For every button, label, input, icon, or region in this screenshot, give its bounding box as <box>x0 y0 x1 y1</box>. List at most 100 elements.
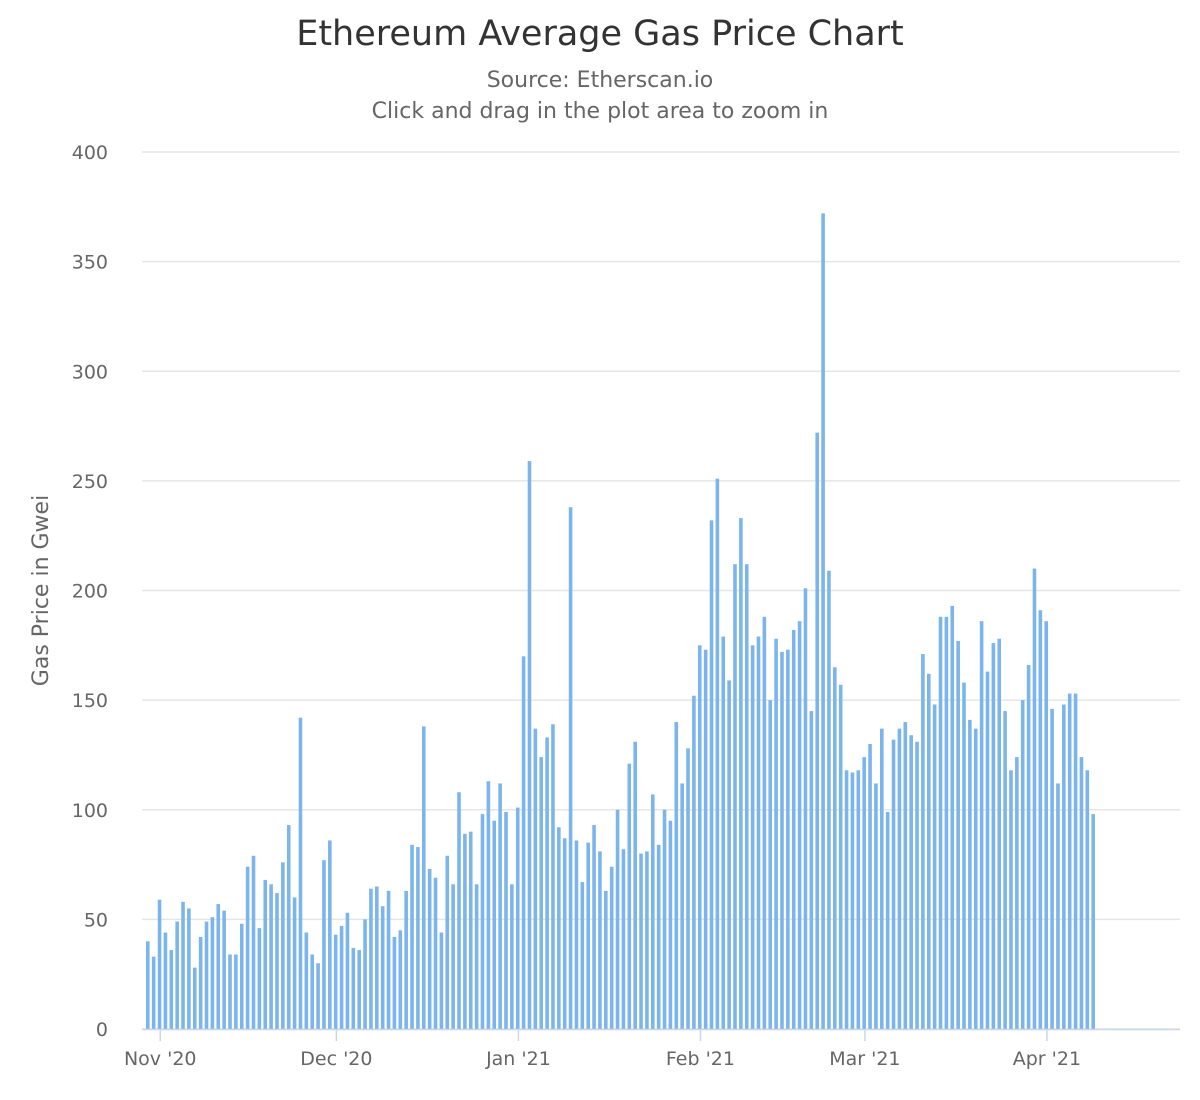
data-bar[interactable] <box>492 820 497 1029</box>
data-bar[interactable] <box>1062 704 1066 1029</box>
data-bar[interactable] <box>991 643 996 1029</box>
data-bar[interactable] <box>333 934 338 1029</box>
data-bar[interactable] <box>944 616 949 1029</box>
data-bar[interactable] <box>410 844 414 1029</box>
data-bar[interactable] <box>897 728 902 1029</box>
data-bar[interactable] <box>351 947 356 1029</box>
data-bar[interactable] <box>521 656 526 1029</box>
data-bar[interactable] <box>674 722 679 1029</box>
data-bar[interactable] <box>275 893 279 1029</box>
data-bar[interactable] <box>633 741 637 1029</box>
data-bar[interactable] <box>1003 711 1007 1029</box>
data-bar[interactable] <box>169 950 174 1029</box>
data-bar[interactable] <box>621 849 626 1029</box>
data-bar[interactable] <box>157 899 162 1029</box>
data-bar[interactable] <box>545 737 549 1029</box>
data-bar[interactable] <box>821 213 825 1029</box>
data-bar[interactable] <box>504 811 508 1029</box>
data-bar[interactable] <box>304 932 309 1029</box>
data-bar[interactable] <box>956 640 960 1029</box>
data-bar[interactable] <box>862 757 866 1029</box>
data-bar[interactable] <box>468 831 473 1029</box>
data-bar[interactable] <box>369 888 373 1029</box>
data-bar[interactable] <box>645 851 649 1029</box>
data-bar[interactable] <box>973 728 978 1029</box>
data-bar[interactable] <box>997 638 1002 1029</box>
data-bar[interactable] <box>392 936 397 1029</box>
data-bar[interactable] <box>151 956 156 1029</box>
data-bar[interactable] <box>915 741 919 1029</box>
data-bar[interactable] <box>774 638 778 1029</box>
data-bar[interactable] <box>686 748 690 1029</box>
data-bar[interactable] <box>979 621 984 1029</box>
data-bar[interactable] <box>533 728 538 1029</box>
data-bar[interactable] <box>692 695 696 1029</box>
data-bar[interactable] <box>1026 665 1031 1029</box>
data-bar[interactable] <box>480 814 485 1029</box>
data-bar[interactable] <box>457 792 461 1029</box>
data-bar[interactable] <box>909 735 913 1029</box>
data-bar[interactable] <box>1032 568 1037 1029</box>
data-bar[interactable] <box>486 781 491 1029</box>
data-bar[interactable] <box>1073 693 1078 1029</box>
data-bar[interactable] <box>592 825 596 1029</box>
data-bar[interactable] <box>1038 610 1043 1029</box>
data-bar[interactable] <box>921 654 925 1029</box>
data-bar[interactable] <box>662 809 667 1029</box>
data-bar[interactable] <box>756 636 761 1029</box>
data-bar[interactable] <box>192 967 197 1029</box>
data-bar[interactable] <box>322 860 326 1029</box>
data-bar[interactable] <box>345 912 350 1029</box>
data-bar[interactable] <box>950 605 955 1029</box>
data-bar[interactable] <box>310 954 315 1029</box>
data-bar[interactable] <box>838 684 843 1029</box>
data-bar[interactable] <box>398 930 403 1029</box>
data-bar[interactable] <box>639 853 643 1029</box>
data-bar[interactable] <box>234 954 238 1029</box>
data-bar[interactable] <box>474 884 479 1029</box>
data-bar[interactable] <box>1079 757 1084 1029</box>
data-bar[interactable] <box>562 838 567 1029</box>
data-bar[interactable] <box>844 770 849 1029</box>
data-bar[interactable] <box>163 932 168 1029</box>
data-bar[interactable] <box>357 950 361 1029</box>
data-bar[interactable] <box>216 904 221 1029</box>
data-bar[interactable] <box>386 890 391 1029</box>
data-bar[interactable] <box>856 770 861 1029</box>
data-bar[interactable] <box>868 743 872 1029</box>
data-bar[interactable] <box>903 722 908 1029</box>
data-bar[interactable] <box>204 921 209 1029</box>
data-bar[interactable] <box>715 478 720 1029</box>
data-bar[interactable] <box>833 667 837 1029</box>
data-bar[interactable] <box>850 772 855 1029</box>
data-bar[interactable] <box>809 711 814 1029</box>
data-bar[interactable] <box>744 564 749 1029</box>
data-bar[interactable] <box>175 921 179 1029</box>
data-bar[interactable] <box>239 923 244 1029</box>
data-bar[interactable] <box>404 890 408 1029</box>
data-bar[interactable] <box>733 564 737 1029</box>
data-bar[interactable] <box>762 616 767 1029</box>
data-bar[interactable] <box>298 717 303 1029</box>
data-bar[interactable] <box>187 908 191 1029</box>
data-bar[interactable] <box>316 963 320 1029</box>
data-bar[interactable] <box>962 682 966 1029</box>
data-bar[interactable] <box>827 570 831 1029</box>
data-bar[interactable] <box>786 649 790 1029</box>
data-bar[interactable] <box>932 704 937 1029</box>
data-bar[interactable] <box>968 719 972 1029</box>
data-bar[interactable] <box>803 588 808 1029</box>
data-bar[interactable] <box>375 886 379 1029</box>
data-bar[interactable] <box>198 936 203 1029</box>
data-bar[interactable] <box>780 651 784 1029</box>
data-bar[interactable] <box>269 884 273 1029</box>
data-bar[interactable] <box>885 811 890 1029</box>
data-bar[interactable] <box>228 954 232 1029</box>
data-bar[interactable] <box>598 851 602 1029</box>
data-bar[interactable] <box>615 809 620 1029</box>
data-bar[interactable] <box>439 932 444 1029</box>
data-bar[interactable] <box>210 917 215 1029</box>
data-bar[interactable] <box>427 868 432 1029</box>
data-bar[interactable] <box>146 941 150 1029</box>
